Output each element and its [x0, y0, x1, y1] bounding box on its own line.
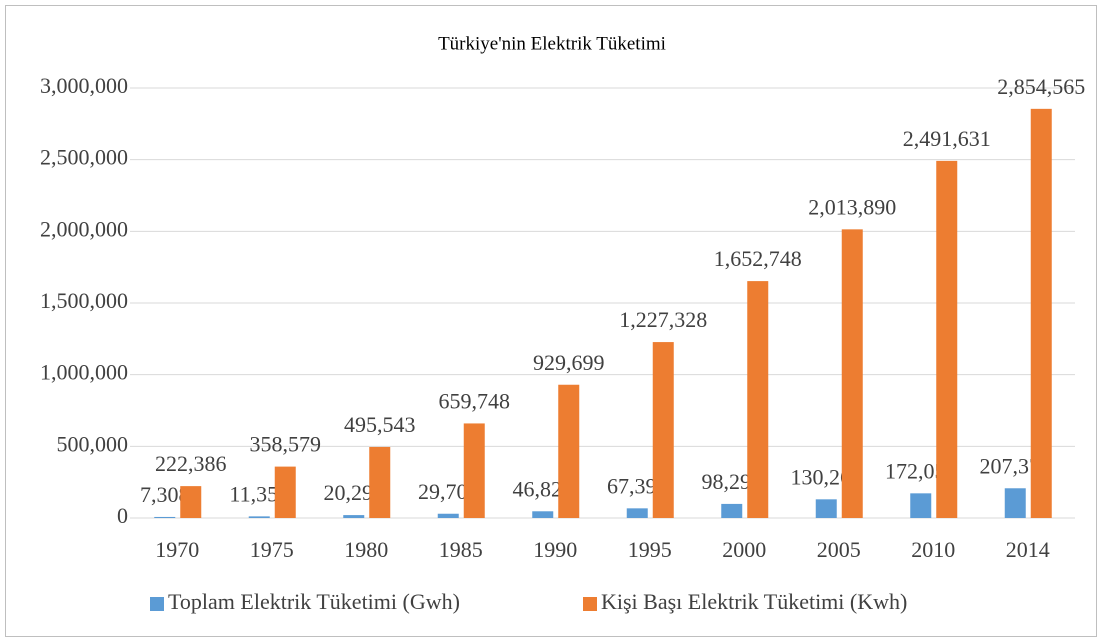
legend-swatch: [150, 597, 164, 611]
bar: [747, 281, 769, 518]
bar: [437, 513, 459, 518]
data-label: 1,652,748: [714, 246, 802, 271]
bar: [154, 516, 176, 518]
chart-title: Türkiye'nin Elektrik Tüketimi: [438, 33, 666, 54]
legend-swatch: [583, 597, 597, 611]
data-label: 2,013,890: [808, 194, 896, 219]
data-label: 659,748: [439, 388, 511, 413]
x-tick-label: 1990: [533, 537, 577, 562]
chart-border: [5, 5, 1097, 637]
bar: [180, 486, 202, 518]
bar: [652, 342, 674, 518]
y-tick-label: 0: [117, 503, 128, 528]
bar: [343, 515, 365, 518]
y-tick-label: 3,000,000: [40, 73, 128, 98]
x-tick-label: 1985: [439, 537, 483, 562]
bar: [369, 446, 391, 518]
bar: [532, 511, 554, 518]
x-tick-label: 2014: [1006, 537, 1050, 562]
legend-label: Kişi Başı Elektrik Tüketimi (Kwh): [601, 589, 907, 614]
x-tick-label: 1970: [155, 537, 199, 562]
y-tick-label: 1,500,000: [40, 288, 128, 313]
x-tick-label: 2010: [911, 537, 955, 562]
bar: [558, 384, 580, 518]
y-tick-label: 2,000,000: [40, 216, 128, 241]
data-label: 2,491,631: [903, 126, 991, 151]
x-tick-label: 2000: [722, 537, 766, 562]
data-label: 495,543: [344, 412, 416, 437]
bar: [1030, 108, 1052, 519]
x-tick-label: 1975: [250, 537, 294, 562]
bar: [463, 423, 485, 518]
bar: [936, 160, 958, 519]
bar: [721, 503, 743, 518]
bar: [841, 229, 863, 518]
x-tick-label: 1995: [628, 537, 672, 562]
legend-label: Toplam Elektrik Tüketimi (Gwh): [168, 589, 460, 614]
bar: [1004, 488, 1026, 518]
data-label: 1,227,328: [619, 307, 707, 332]
data-label: 222,386: [155, 451, 227, 476]
y-tick-label: 500,000: [57, 431, 129, 456]
y-tick-label: 1,000,000: [40, 360, 128, 385]
data-label: 929,699: [533, 350, 605, 375]
x-tick-label: 2005: [817, 537, 861, 562]
bar: [815, 499, 837, 518]
bar: [274, 466, 296, 518]
x-tick-label: 1980: [344, 537, 388, 562]
data-label: 358,579: [250, 432, 322, 457]
data-label: 2,854,565: [997, 74, 1085, 99]
bar: [248, 516, 270, 518]
bar: [626, 508, 648, 518]
bar: [910, 493, 932, 518]
y-tick-label: 2,500,000: [40, 145, 128, 170]
